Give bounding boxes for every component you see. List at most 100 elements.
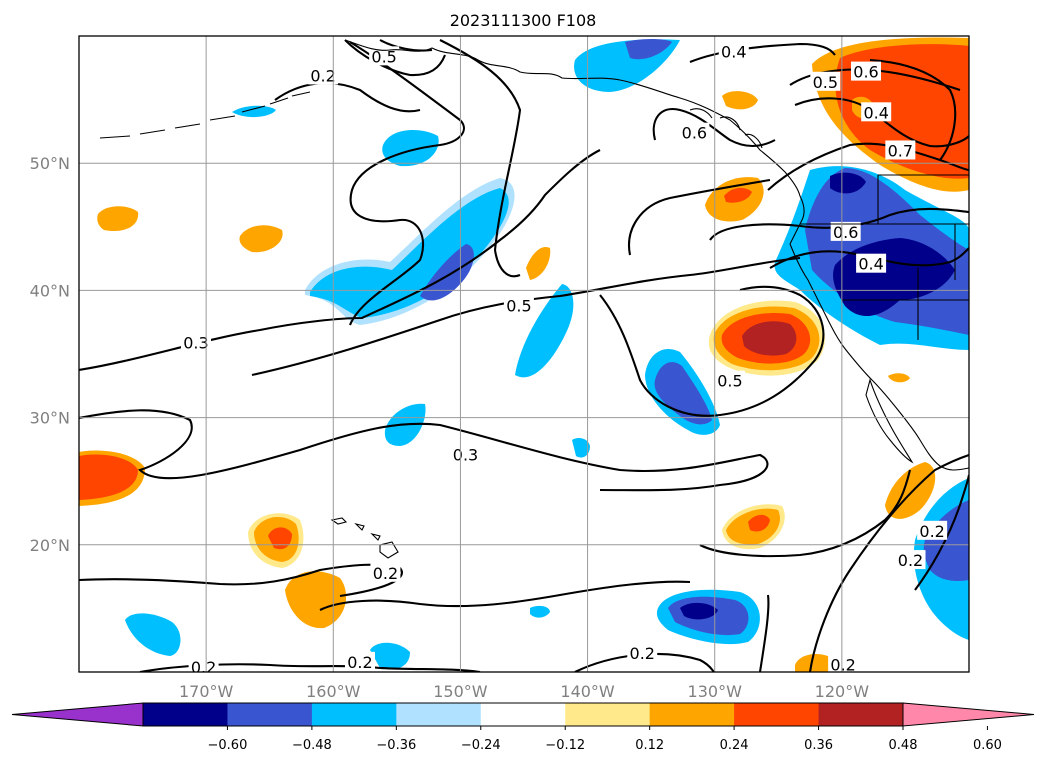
contour-label-text: 0.5: [506, 297, 531, 316]
contour-label-text: 0.3: [183, 334, 208, 353]
contour-label-background: [188, 656, 219, 672]
anomaly-negative-south-small: [530, 605, 550, 618]
contour-label: 0.3: [450, 444, 481, 464]
contour-label: 0.4: [718, 41, 749, 61]
contour-line: [574, 652, 715, 672]
contour-label-text: 0.2: [919, 522, 944, 541]
contour-label-background: [627, 642, 658, 662]
contour-line: [439, 39, 522, 278]
contour-label-text: 0.2: [347, 653, 372, 672]
anomaly-negative-gulf-alaska-core: [625, 39, 672, 60]
contour-label-text: 0.6: [853, 63, 878, 82]
contour-label: 0.2: [895, 550, 926, 570]
colorbar-tick-label: −0.36: [376, 738, 416, 753]
contour-label-background: [851, 61, 882, 81]
colorbar-tick-label: 0.24: [720, 738, 749, 753]
anomaly-positive-small-4: [722, 91, 758, 110]
contour-label-text: 0.2: [373, 564, 398, 583]
contour-label: 0.2: [308, 65, 339, 85]
contour-label-text: 0.5: [717, 372, 742, 391]
coastline-hawaii: [330, 517, 399, 559]
anomaly-positive-small-1: [97, 206, 139, 232]
anomaly-positive-offshore-core: [742, 321, 797, 356]
contour-labels: 0.30.50.30.50.60.60.40.60.50.40.70.40.20…: [180, 41, 948, 677]
lat-tick-label: 50°N: [30, 154, 70, 173]
anomaly-negative-aleutians: [232, 105, 276, 118]
contour-label-text: 0.5: [371, 47, 396, 66]
contour-label: 0.5: [810, 71, 841, 92]
colorbar-tick-label: −0.24: [461, 738, 501, 753]
anomaly-negative-mid-pacific: [515, 284, 574, 378]
colorbar: −0.60 −0.48 −0.36 −0.24 −0.12 0.12 0.24 0.36 0.4…: [11, 702, 1035, 753]
colorbar-segment: [649, 703, 735, 726]
map-title: 2023111300 F108: [450, 11, 597, 30]
contour-label-background: [503, 295, 534, 315]
contour-line: [914, 474, 969, 591]
anomaly-negative-tropical-east-core: [680, 602, 718, 620]
contour-label: 0.6: [679, 122, 710, 143]
contour-line: [274, 82, 421, 113]
map-gridlines: [79, 36, 969, 672]
contour-line: [599, 285, 825, 417]
anomaly-negative-band-inner: [310, 188, 509, 318]
contour-label: 0.7: [885, 140, 916, 160]
contour-label-text: 0.2: [191, 658, 216, 677]
lon-tick-label: 140°W: [560, 682, 615, 701]
coastline-alaska: [344, 39, 805, 245]
contour-label: 0.2: [917, 520, 948, 541]
contour-label-background: [180, 332, 211, 352]
contour-label-background: [861, 102, 892, 122]
coastline-canada-islands: [689, 108, 763, 149]
anomaly-positive-tropical-west-2: [285, 571, 347, 629]
contour-line: [251, 256, 801, 377]
anomaly-positive-tropical-west-core: [268, 527, 292, 550]
anomaly-negative-south: [370, 642, 410, 670]
colorbar-tick-label: 0.60: [973, 738, 1002, 753]
contour-label-background: [344, 651, 375, 671]
contour-label-background: [895, 550, 926, 570]
contour-label: 0.6: [851, 61, 882, 82]
contour-label-background: [718, 41, 749, 61]
contour-label-background: [369, 46, 400, 66]
contour-label-background: [917, 520, 948, 540]
colorbar-segment: [143, 703, 228, 726]
contour-label-background: [308, 65, 339, 85]
colorbar-extend-low: [11, 702, 144, 727]
colorbar-tick-label: −0.48: [292, 738, 332, 753]
lat-tick-label: 20°N: [30, 536, 70, 555]
lon-tick-label: 170°W: [179, 682, 234, 701]
lon-tick-label: 120°W: [815, 682, 870, 701]
anomaly-positive-small-2: [239, 225, 283, 253]
contour-line: [628, 178, 771, 256]
anomaly-positive-west-edge-core: [79, 454, 138, 500]
colorbar-segment: [818, 703, 904, 726]
latitude-labels: 20°N 30°N 40°N 50°N: [30, 154, 70, 555]
contour-line: [699, 469, 912, 558]
contour-line: [344, 39, 446, 77]
anomaly-positive-bottom: [795, 654, 838, 672]
contour-label-text: 0.5: [813, 73, 838, 92]
colorbar-segment: [734, 703, 820, 726]
lon-tick-label: 150°W: [433, 682, 488, 701]
contour-label: 0.5: [503, 295, 534, 316]
colorbar-tick-label: −0.60: [208, 738, 248, 753]
colorbar-segment: [480, 703, 566, 726]
coastline-baja: [865, 378, 914, 464]
contour-line: [758, 594, 770, 672]
contour-label-text: 0.4: [863, 103, 888, 122]
anomaly-positive-tropical-mid-core: [748, 514, 770, 532]
colorbar-extend-high: [902, 702, 1035, 727]
contour-line: [869, 58, 957, 161]
map-frame: [78, 35, 970, 673]
contour-line: [794, 97, 969, 148]
contour-label-text: 0.7: [888, 141, 913, 160]
contour-label-text: 0.6: [682, 124, 707, 143]
contour-label-text: 0.2: [830, 655, 855, 674]
contour-label: 0.2: [188, 656, 219, 677]
contour-label-text: 0.2: [310, 66, 335, 85]
contour-label-background: [885, 140, 916, 160]
contour-label-background: [679, 122, 710, 142]
contour-label-background: [810, 71, 841, 91]
anomaly-negative-southwest: [125, 613, 181, 656]
